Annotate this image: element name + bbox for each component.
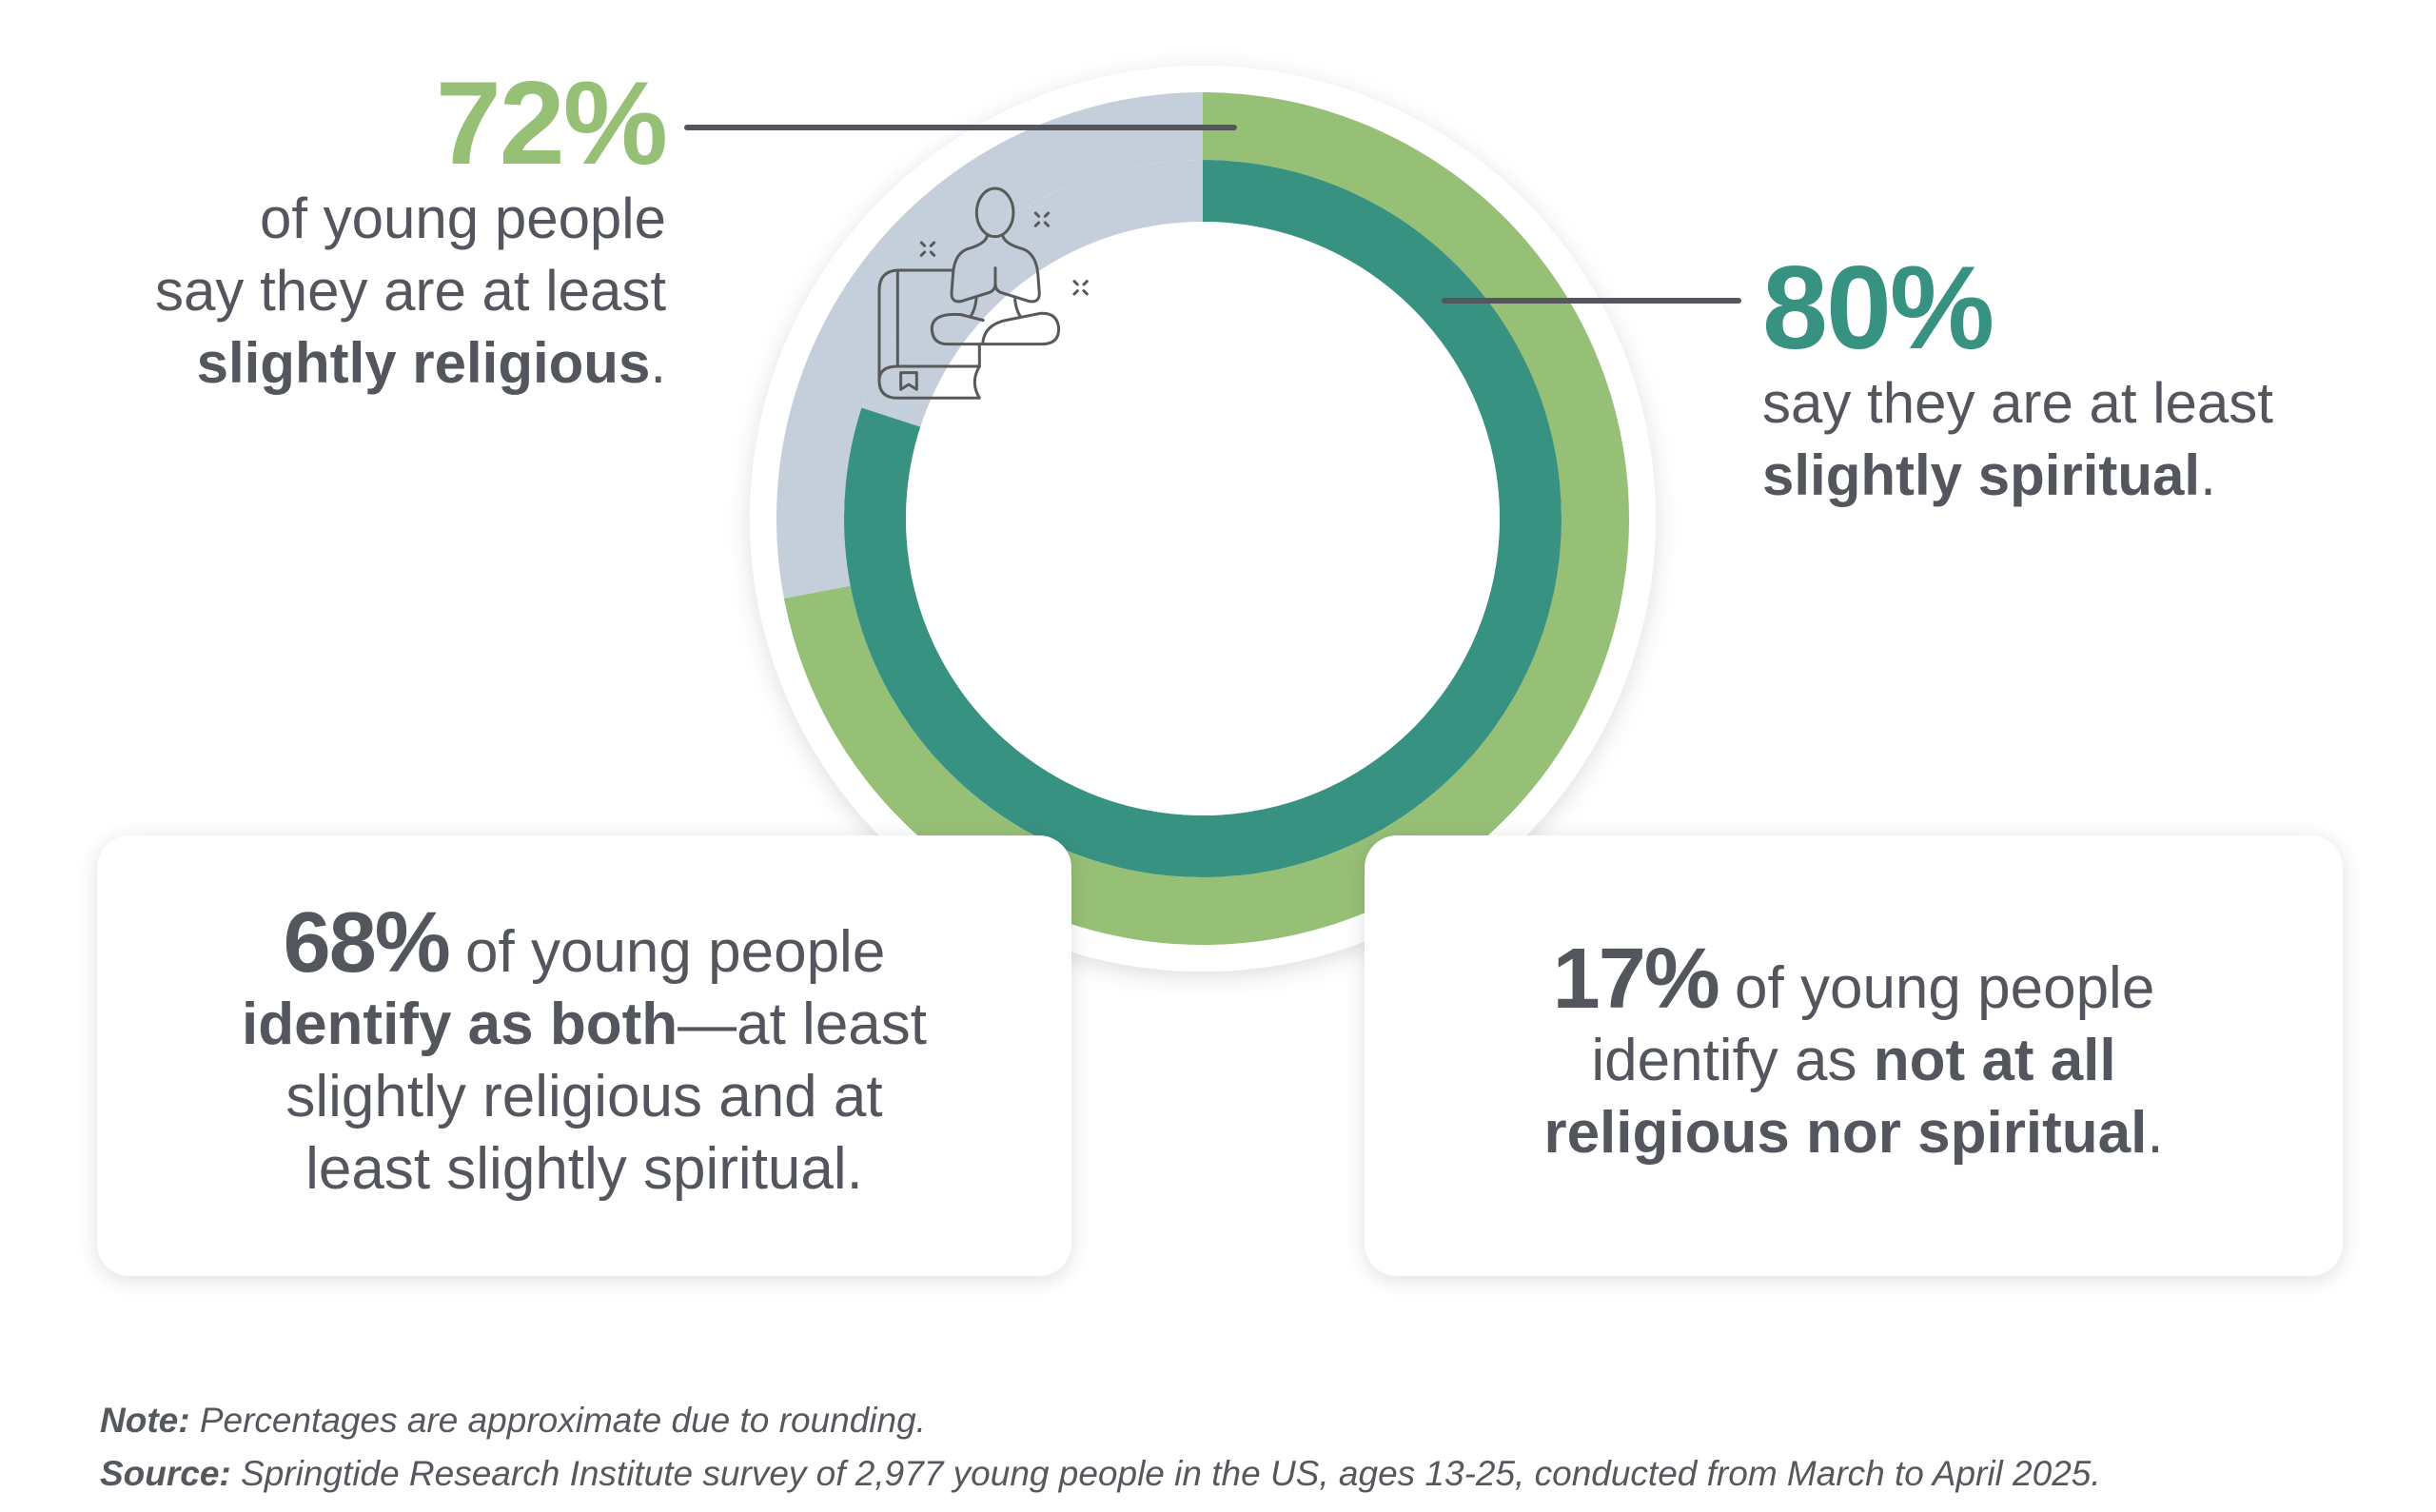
- note-label: Note:: [100, 1401, 190, 1440]
- both-percent: 68%: [283, 894, 451, 991]
- neither-bold-1: not at all: [1873, 1027, 2116, 1093]
- ring-1-remainder-arc: [776, 92, 1203, 599]
- neither-percent: 17%: [1552, 931, 1720, 1027]
- both-bold: identify as both: [241, 991, 678, 1057]
- sparkle-icon: [1072, 280, 1089, 296]
- note: Note: Percentages are approximate due to…: [100, 1394, 2101, 1447]
- religious-line-1: of young people: [259, 187, 666, 250]
- neither-card: 17% of young people identify as not at a…: [1365, 835, 2343, 1276]
- neither-text-1: of young people: [1718, 954, 2155, 1021]
- donut-center: [906, 222, 1500, 815]
- religious-stat: 72% of young people say they are at leas…: [155, 58, 668, 400]
- source-label: Source:: [100, 1454, 231, 1493]
- source-text: Springtide Research Institute survey of …: [230, 1454, 2101, 1493]
- both-line-3: slightly religious and at: [285, 1063, 883, 1129]
- religious-bold: slightly religious: [196, 331, 651, 395]
- neither-bold-2: religious nor spiritual: [1543, 1099, 2148, 1166]
- source: Source: Springtide Research Institute su…: [100, 1447, 2101, 1501]
- both-card: 68% of young people identify as both—at …: [97, 835, 1071, 1276]
- religious-percent: 72%: [435, 58, 668, 189]
- footnotes: Note: Percentages are approximate due to…: [100, 1394, 2101, 1501]
- neither-end: .: [2147, 1099, 2164, 1166]
- sparkle-icon: [919, 241, 936, 257]
- religious-end: .: [650, 331, 666, 395]
- donut-rings: [776, 92, 1630, 945]
- spiritual-percent: 80%: [1762, 243, 1994, 374]
- religious-line-2: say they are at least: [155, 259, 666, 323]
- both-line-4: least slightly spiritual.: [305, 1135, 863, 1202]
- spiritual-line-1: say they are at least: [1762, 371, 2273, 435]
- ring-2-remainder-arc: [861, 160, 1203, 427]
- meditating-person-with-book-icon: [877, 187, 1089, 400]
- spiritual-bold: slightly spiritual: [1762, 443, 2201, 507]
- sparkle-icon: [1033, 211, 1051, 227]
- note-text: Percentages are approximate due to round…: [189, 1401, 926, 1440]
- spiritual-end: .: [2200, 443, 2216, 507]
- spiritual-stat: 80% say they are at least slightly spiri…: [1762, 249, 2273, 512]
- neither-text-2: identify as: [1591, 1027, 1874, 1093]
- both-text-2: —at least: [678, 991, 928, 1057]
- both-text-1: of young people: [448, 918, 886, 985]
